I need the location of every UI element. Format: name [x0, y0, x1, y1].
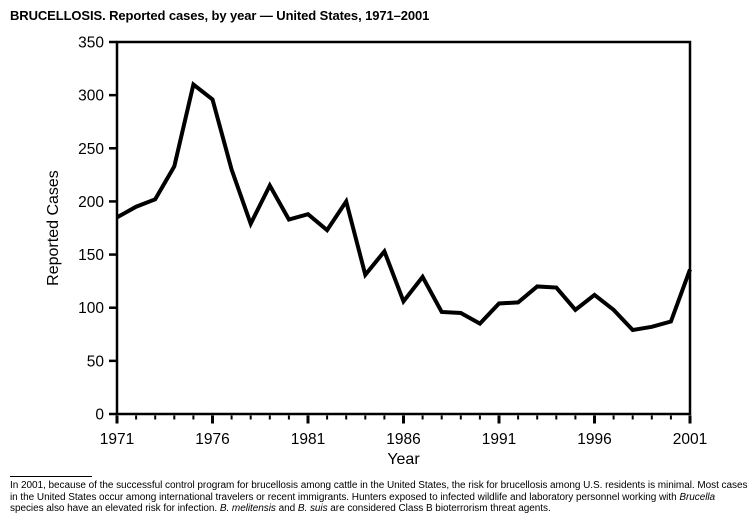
y-tick-label: 150: [78, 247, 104, 264]
y-tick-label: 0: [95, 407, 104, 424]
y-tick-label: 200: [78, 194, 104, 211]
chart-title: BRUCELLOSIS. Reported cases, by year — U…: [10, 8, 430, 23]
footnote-segment: In 2001, because of the successful contr…: [10, 480, 748, 503]
y-tick-label: 250: [78, 141, 104, 158]
x-tick-label: 1991: [482, 431, 516, 448]
x-tick-label: 1976: [195, 431, 229, 448]
footnote-species-italic: B. melitensis: [219, 503, 276, 514]
reported-cases-line: [116, 81, 692, 333]
x-tick-label: 2001: [673, 431, 707, 448]
footnote-rule: [10, 476, 92, 477]
x-tick-label: 1996: [577, 431, 611, 448]
x-axis-title: Year: [387, 451, 420, 468]
y-axis-title: Reported Cases: [45, 170, 62, 286]
footnote-text: In 2001, because of the successful contr…: [10, 480, 750, 515]
x-tick-label: 1981: [291, 431, 325, 448]
y-tick-label: 300: [78, 88, 104, 105]
footnote-segment: species also have an elevated risk for i…: [10, 503, 220, 514]
y-tick-label: 50: [87, 353, 105, 370]
brucellosis-line-chart: 0 50 100 150 200 250 300 350 1971 1976 1981 1986 199…: [45, 35, 707, 469]
footnote-segment: are considered Class B bioterrorism thre…: [327, 503, 551, 514]
x-tick-label: 1986: [386, 431, 420, 448]
y-tick-label: 350: [78, 35, 104, 52]
footnote-species-italic: Brucella: [679, 491, 716, 503]
x-tick-label: 1971: [100, 431, 134, 448]
footnote-species-italic: B. suis: [297, 503, 328, 514]
footnote-segment: and: [275, 503, 298, 514]
plot-border: [115, 40, 692, 416]
y-tick-label: 100: [78, 300, 104, 317]
